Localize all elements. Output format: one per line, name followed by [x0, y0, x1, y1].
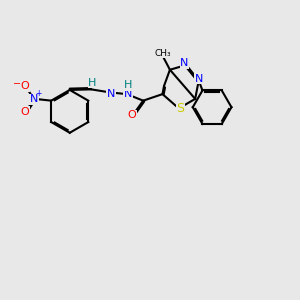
- Text: H: H: [88, 78, 97, 88]
- Text: N: N: [195, 74, 203, 84]
- Text: N: N: [180, 58, 189, 68]
- Text: O: O: [21, 107, 29, 117]
- Text: N: N: [30, 94, 38, 104]
- Text: N: N: [124, 89, 132, 99]
- Text: CH₃: CH₃: [154, 49, 171, 58]
- Text: N: N: [107, 88, 115, 98]
- Text: −: −: [13, 79, 21, 89]
- Text: +: +: [35, 89, 41, 98]
- Text: S: S: [177, 103, 184, 116]
- Text: O: O: [128, 110, 136, 120]
- Text: H: H: [124, 80, 132, 90]
- Text: O: O: [21, 81, 29, 92]
